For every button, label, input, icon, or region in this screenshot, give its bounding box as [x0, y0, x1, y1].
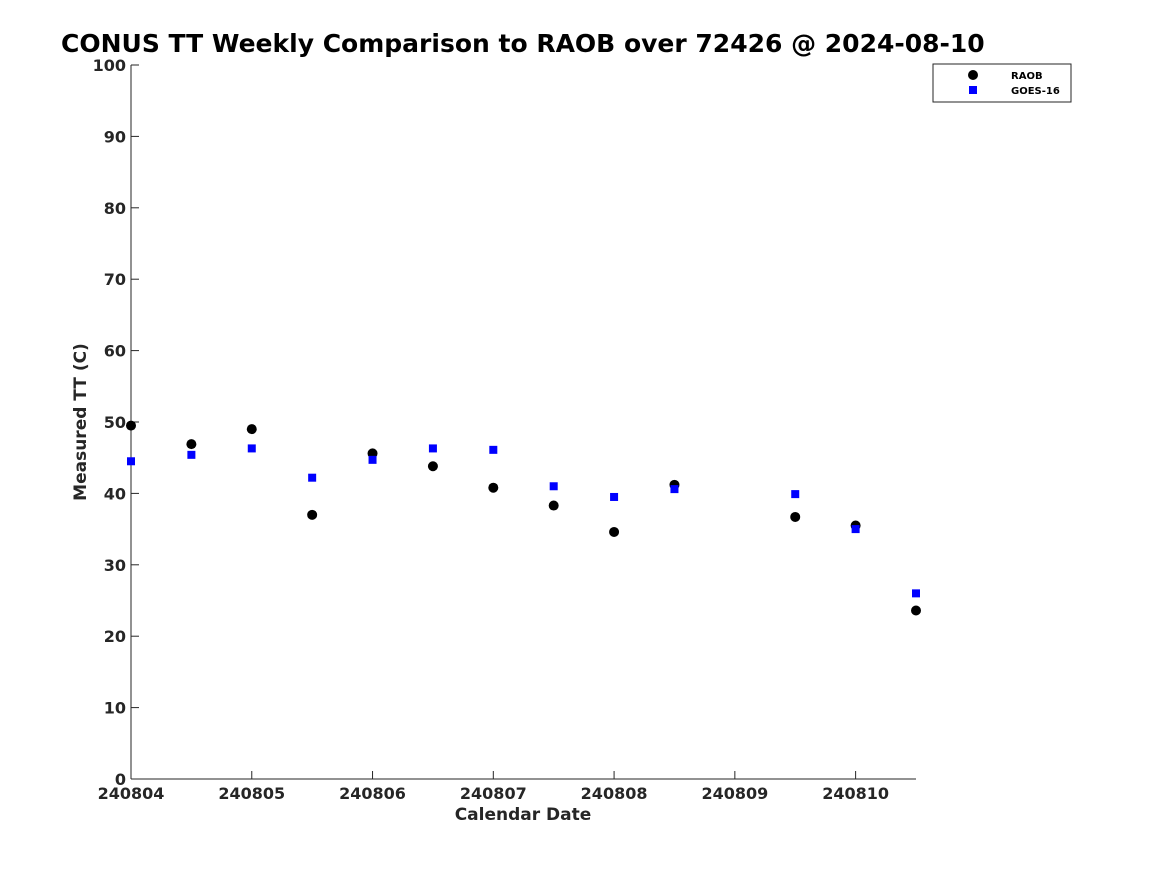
- y-tick-label: 0: [115, 770, 126, 789]
- goes-16-point: [610, 492, 619, 501]
- raob-point: [488, 482, 499, 493]
- y-tick-label: 50: [104, 413, 126, 432]
- raob-point: [307, 509, 318, 520]
- raob-point: [246, 424, 257, 435]
- goes-16-point: [549, 482, 558, 491]
- goes-16-point: [247, 444, 256, 453]
- x-tick-label: 240806: [339, 784, 406, 803]
- legend-label-raob: RAOB: [1011, 71, 1043, 82]
- y-tick-label: 10: [104, 699, 126, 718]
- x-tick-label: 240807: [460, 784, 527, 803]
- legend-marker-raob: [968, 70, 978, 80]
- raob-point: [609, 526, 620, 537]
- x-tick-label: 240804: [98, 784, 165, 803]
- goes-16-point: [791, 490, 800, 499]
- goes-16-point: [851, 525, 860, 534]
- y-axis-label: Measured TT (C): [71, 343, 91, 501]
- goes-16-point: [670, 485, 679, 494]
- goes-16-point: [428, 444, 437, 453]
- y-tick-label: 90: [104, 127, 126, 146]
- raob-point: [186, 439, 197, 450]
- chart-title: CONUS TT Weekly Comparison to RAOB over …: [61, 29, 985, 58]
- goes-16-point: [308, 473, 317, 482]
- y-tick-label: 70: [104, 270, 126, 289]
- legend-box: [932, 63, 1072, 103]
- raob-point: [126, 420, 136, 431]
- goes-16-point: [368, 455, 377, 464]
- y-tick-label: 100: [93, 56, 126, 75]
- y-tick-label: 60: [104, 342, 126, 361]
- goes-16-point: [912, 589, 920, 598]
- raob-point: [790, 511, 801, 522]
- y-tick-label: 40: [104, 484, 126, 503]
- goes-16-point: [489, 445, 498, 454]
- raob-point: [911, 605, 921, 616]
- x-tick-label: 240808: [581, 784, 648, 803]
- x-tick-label: 240805: [218, 784, 285, 803]
- plot-area: 0 10 20 30 40 50 60 70 80 90 100 240804 240805 240806…: [93, 56, 921, 803]
- legend-marker-goes-16: [969, 86, 977, 94]
- raob-point: [427, 461, 438, 472]
- raob-point: [548, 500, 559, 511]
- goes-16-point: [127, 457, 135, 466]
- y-tick-label: 80: [104, 199, 126, 218]
- legend: RAOB GOES-16: [932, 63, 1072, 103]
- y-tick-label: 20: [104, 627, 126, 646]
- legend-label-goes-16: GOES-16: [1011, 86, 1060, 97]
- x-axis-label: Calendar Date: [455, 805, 592, 825]
- x-tick-label: 240809: [701, 784, 768, 803]
- y-tick-label: 30: [104, 556, 126, 575]
- x-tick-label: 240810: [822, 784, 889, 803]
- goes-16-point: [187, 450, 196, 459]
